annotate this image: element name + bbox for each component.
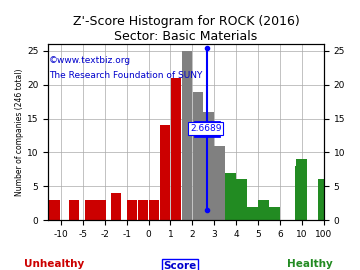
Text: Unhealthy: Unhealthy — [24, 259, 84, 269]
Bar — [127, 200, 138, 220]
Bar — [295, 166, 306, 220]
Bar — [138, 200, 148, 220]
Bar — [203, 112, 214, 220]
Bar — [318, 180, 329, 220]
Bar — [297, 159, 307, 220]
Y-axis label: Number of companies (246 total): Number of companies (246 total) — [15, 68, 24, 196]
Title: Z'-Score Histogram for ROCK (2016)
Sector: Basic Materials: Z'-Score Histogram for ROCK (2016) Secto… — [72, 15, 299, 43]
Bar — [247, 207, 258, 220]
Text: Score: Score — [163, 261, 197, 270]
Bar — [225, 173, 236, 220]
Text: The Research Foundation of SUNY: The Research Foundation of SUNY — [49, 71, 202, 80]
Bar — [236, 180, 247, 220]
Text: 2.6689: 2.6689 — [190, 124, 222, 133]
Bar — [318, 186, 329, 220]
Bar — [85, 200, 95, 220]
Bar — [96, 200, 107, 220]
Text: Healthy: Healthy — [287, 259, 333, 269]
Text: ©www.textbiz.org: ©www.textbiz.org — [49, 56, 131, 65]
Bar — [69, 200, 80, 220]
Bar — [181, 51, 192, 220]
Bar — [49, 200, 60, 220]
Bar — [149, 200, 159, 220]
Bar — [269, 207, 280, 220]
Bar — [215, 146, 225, 220]
Bar — [171, 78, 181, 220]
Bar — [111, 193, 121, 220]
Bar — [258, 200, 269, 220]
Bar — [160, 125, 170, 220]
Bar — [193, 92, 203, 220]
